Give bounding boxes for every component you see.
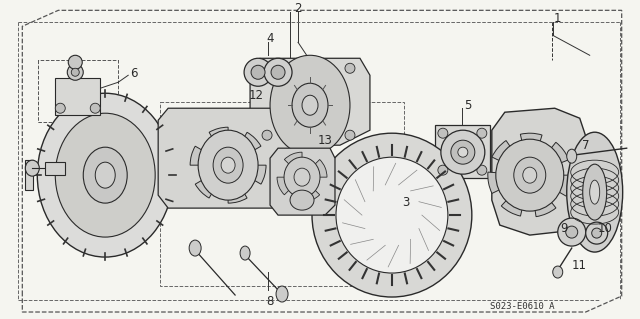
Polygon shape: [45, 162, 65, 175]
Ellipse shape: [438, 165, 448, 175]
Polygon shape: [158, 108, 300, 208]
Wedge shape: [195, 165, 228, 198]
Ellipse shape: [83, 147, 127, 203]
Wedge shape: [530, 175, 556, 217]
Polygon shape: [435, 125, 490, 178]
Wedge shape: [228, 165, 266, 184]
Wedge shape: [284, 152, 302, 177]
Ellipse shape: [477, 165, 487, 175]
Polygon shape: [250, 58, 370, 145]
Ellipse shape: [302, 95, 318, 115]
Ellipse shape: [221, 157, 235, 173]
Wedge shape: [190, 146, 228, 165]
Ellipse shape: [55, 103, 65, 113]
Ellipse shape: [290, 190, 314, 210]
Text: 5: 5: [464, 99, 471, 112]
Ellipse shape: [566, 226, 578, 238]
Wedge shape: [228, 132, 261, 165]
Ellipse shape: [292, 83, 328, 127]
Ellipse shape: [271, 65, 285, 79]
Ellipse shape: [262, 130, 272, 140]
Wedge shape: [530, 142, 569, 175]
Ellipse shape: [90, 103, 100, 113]
Wedge shape: [209, 127, 228, 165]
Ellipse shape: [496, 139, 564, 211]
Ellipse shape: [251, 65, 265, 79]
Wedge shape: [228, 165, 247, 203]
Polygon shape: [492, 108, 588, 235]
Polygon shape: [26, 160, 33, 190]
Ellipse shape: [270, 55, 350, 155]
Polygon shape: [270, 148, 335, 215]
Ellipse shape: [198, 130, 258, 200]
Ellipse shape: [95, 162, 115, 188]
Text: 1: 1: [554, 12, 561, 25]
Text: 4: 4: [266, 32, 274, 45]
Ellipse shape: [458, 147, 468, 157]
Ellipse shape: [441, 130, 485, 174]
Ellipse shape: [262, 63, 272, 73]
Text: 3: 3: [402, 196, 410, 209]
Ellipse shape: [477, 128, 487, 138]
Ellipse shape: [240, 246, 250, 260]
Ellipse shape: [312, 133, 472, 297]
Ellipse shape: [523, 167, 537, 183]
Ellipse shape: [294, 168, 310, 186]
Ellipse shape: [264, 58, 292, 86]
Ellipse shape: [592, 228, 602, 238]
Wedge shape: [492, 141, 530, 175]
Ellipse shape: [55, 113, 155, 237]
Ellipse shape: [284, 157, 320, 197]
Ellipse shape: [276, 286, 288, 302]
Ellipse shape: [213, 147, 243, 183]
Wedge shape: [302, 177, 319, 202]
Polygon shape: [55, 78, 100, 115]
Text: 11: 11: [572, 259, 587, 271]
Text: 2: 2: [294, 2, 302, 15]
Ellipse shape: [26, 160, 39, 176]
Text: 13: 13: [317, 134, 332, 147]
Ellipse shape: [244, 58, 272, 86]
Wedge shape: [302, 160, 327, 177]
Ellipse shape: [567, 149, 577, 163]
Ellipse shape: [589, 180, 600, 204]
Ellipse shape: [189, 240, 201, 256]
Ellipse shape: [345, 130, 355, 140]
Wedge shape: [530, 175, 572, 196]
Text: 10: 10: [598, 222, 612, 234]
Ellipse shape: [553, 266, 563, 278]
Ellipse shape: [557, 218, 586, 246]
Text: 7: 7: [582, 139, 589, 152]
Ellipse shape: [67, 64, 83, 80]
Ellipse shape: [451, 140, 475, 164]
Ellipse shape: [37, 93, 173, 257]
Ellipse shape: [582, 164, 607, 220]
Ellipse shape: [514, 157, 546, 193]
Ellipse shape: [336, 157, 448, 273]
Text: 6: 6: [130, 67, 138, 80]
Ellipse shape: [438, 128, 448, 138]
Text: 8: 8: [266, 295, 274, 308]
Text: S023-E0610 A: S023-E0610 A: [490, 301, 554, 310]
Text: 9: 9: [560, 222, 568, 234]
Wedge shape: [520, 133, 542, 175]
Wedge shape: [277, 177, 302, 195]
Ellipse shape: [586, 222, 608, 244]
Ellipse shape: [71, 68, 79, 76]
Wedge shape: [501, 175, 530, 216]
Ellipse shape: [345, 63, 355, 73]
Ellipse shape: [567, 132, 623, 252]
Text: 12: 12: [248, 89, 264, 102]
Ellipse shape: [68, 55, 83, 69]
Wedge shape: [488, 172, 530, 193]
